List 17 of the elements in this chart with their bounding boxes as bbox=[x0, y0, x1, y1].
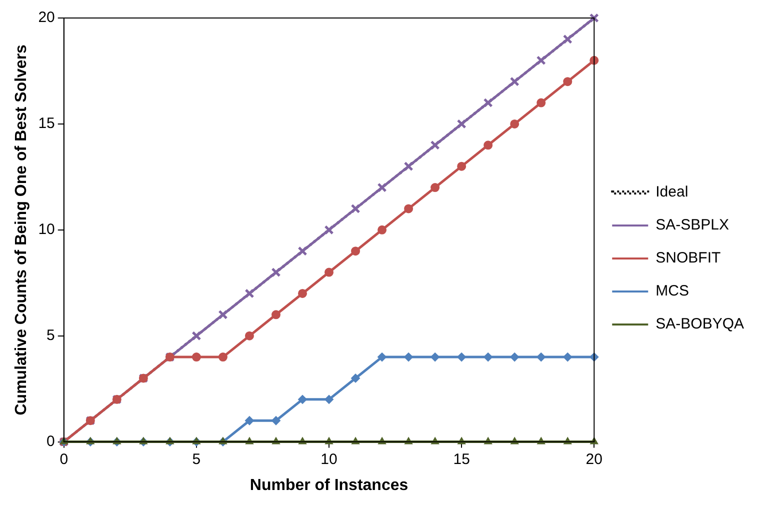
legend-label: Ideal bbox=[656, 184, 688, 201]
x-tick-label: 5 bbox=[192, 450, 201, 468]
y-tick-label: 0 bbox=[46, 432, 55, 450]
y-tick-label: 10 bbox=[38, 221, 55, 238]
x-tick-label: 20 bbox=[586, 450, 602, 468]
x-tick-label: 0 bbox=[60, 450, 68, 468]
x-tick-label: 15 bbox=[453, 450, 470, 468]
legend-label: SA-SBPLX bbox=[656, 216, 730, 234]
legend-label: SNOBFIT bbox=[656, 250, 721, 267]
legend-label: SA-BOBYQA bbox=[656, 316, 744, 333]
y-axis-title: Cumulative Counts of Being One of Best Solvers bbox=[13, 44, 30, 416]
y-tick-label: 20 bbox=[38, 9, 55, 26]
x-axis-title: Number of Instances bbox=[250, 476, 408, 494]
x-tick-label: 10 bbox=[320, 450, 338, 468]
y-tick-label: 5 bbox=[46, 326, 55, 344]
y-tick-label: 15 bbox=[38, 115, 55, 132]
legend-label: MCS bbox=[656, 282, 689, 300]
